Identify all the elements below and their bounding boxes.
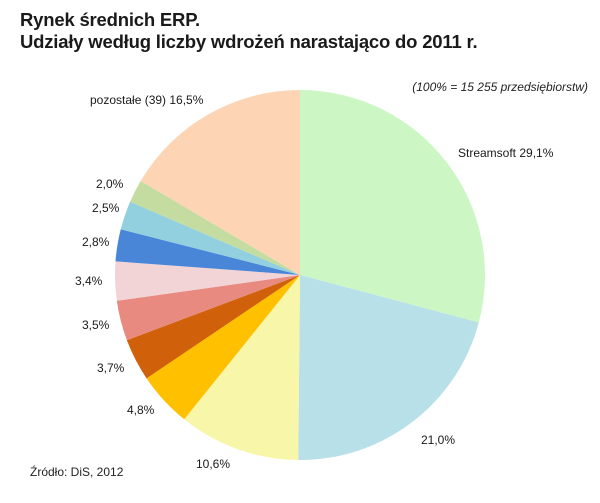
pie-labels: Streamsoft 29,1% 21,0% 10,6% 4,8% 3,7% 3,5% 3,… xyxy=(75,93,554,471)
pie-slice-11 xyxy=(140,90,300,275)
slice-label-6: 3,5% xyxy=(82,318,110,332)
pie-slice-5 xyxy=(126,275,300,379)
slice-label-2: 21,0% xyxy=(421,433,455,447)
chart-source: Źródło: DiS, 2012 xyxy=(30,465,124,479)
pie-slice-6 xyxy=(116,275,300,341)
pie-slice-9 xyxy=(120,201,300,275)
slice-label-1: Streamsoft 29,1% xyxy=(458,146,554,160)
pie-slice-2 xyxy=(298,275,479,460)
pie-slice-4 xyxy=(146,275,300,420)
pie-slices xyxy=(114,90,486,460)
slice-label-5: 3,7% xyxy=(97,361,125,375)
pie-slice-10 xyxy=(130,180,300,275)
slice-label-11: pozostałe (39) 16,5% xyxy=(90,93,204,107)
slice-label-4: 4,8% xyxy=(127,403,155,417)
pie-slice-7 xyxy=(114,261,300,301)
slice-label-10: 2,0% xyxy=(96,177,124,191)
chart-subtitle: Udziały według liczby wdrożeń narastając… xyxy=(20,31,478,52)
slice-label-8: 2,8% xyxy=(82,235,110,249)
pie-slice-8 xyxy=(115,229,300,275)
chart-note: (100% = 15 255 przedsiębiorstw) xyxy=(412,80,588,94)
chart-title: Rynek średnich ERP. xyxy=(20,9,200,30)
slice-label-7: 3,4% xyxy=(75,274,103,288)
pie-slice-1 xyxy=(300,90,486,323)
slice-label-3: 10,6% xyxy=(196,457,230,471)
pie-slice-3 xyxy=(184,275,300,460)
slice-label-9: 2,5% xyxy=(92,201,120,215)
